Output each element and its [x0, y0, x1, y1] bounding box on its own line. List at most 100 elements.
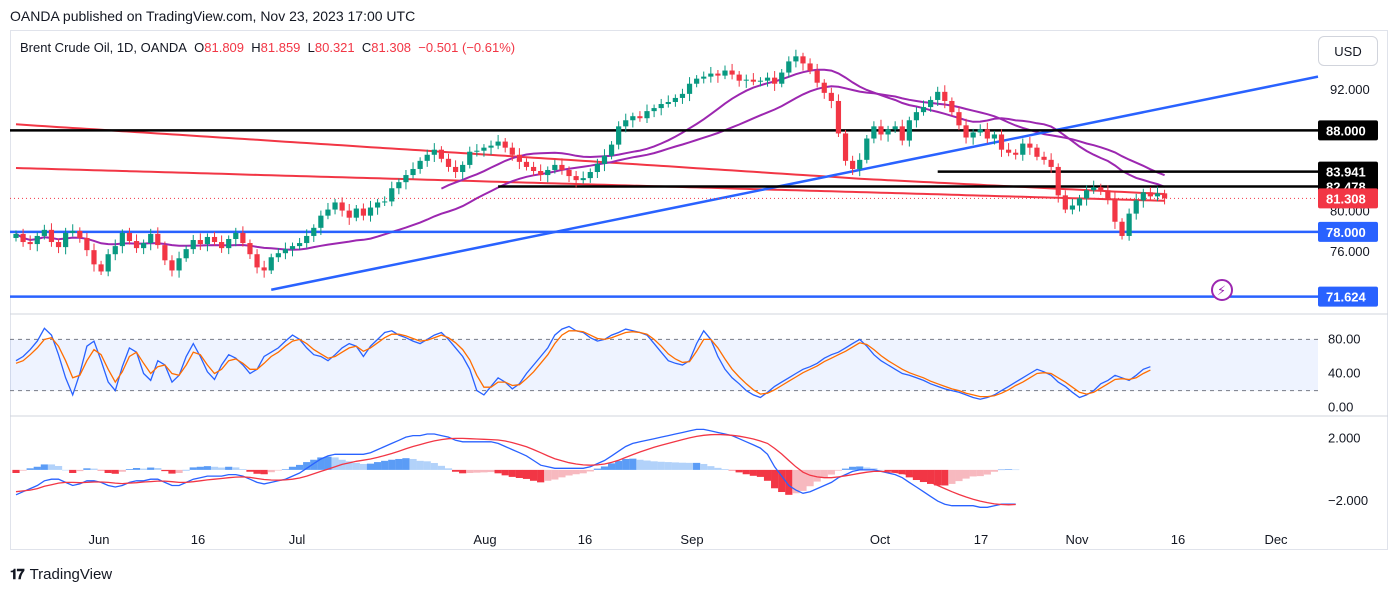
macd-histogram-bar — [267, 469, 275, 473]
candle-body — [410, 168, 416, 176]
macd-histogram-bar — [700, 463, 708, 470]
lightning-glyph: ⚡ — [1217, 284, 1226, 299]
candle-body — [495, 141, 501, 146]
candle-body — [105, 254, 111, 272]
candle-body — [1154, 193, 1161, 197]
macd-histogram-bar — [721, 469, 729, 470]
macd-histogram-bar — [487, 469, 495, 473]
macd-histogram-bar — [643, 460, 651, 470]
candle-body — [779, 72, 785, 84]
candle-body — [1027, 143, 1033, 148]
candle-body — [1006, 149, 1012, 153]
macd-histogram-bar — [565, 469, 573, 476]
macd-histogram-bar — [395, 458, 403, 470]
macd-histogram-bar — [33, 466, 41, 470]
macd-histogram-bar — [863, 467, 871, 470]
x-tick-label: 16 — [1171, 532, 1185, 547]
macd-histogram-bar — [558, 469, 566, 478]
candle-body — [842, 133, 849, 161]
last-price-tag-bg — [1318, 188, 1378, 209]
candle-body — [878, 126, 884, 135]
macd-histogram-bar — [274, 469, 282, 471]
x-tick-label: Jul — [289, 532, 306, 547]
x-tick-label: Jun — [89, 532, 110, 547]
currency-button[interactable]: USD — [1318, 36, 1378, 66]
macd-histogram-bar — [927, 469, 935, 484]
candle-body — [559, 164, 565, 170]
low-label: L — [307, 40, 315, 55]
macd-histogram-bar — [239, 469, 247, 470]
macd-histogram-bar — [841, 468, 850, 470]
x-tick-label: Sep — [680, 532, 703, 547]
macd-histogram-bar — [125, 469, 134, 470]
macd-histogram-bar — [529, 469, 538, 481]
x-tick-label: 16 — [191, 532, 205, 547]
candle-body — [743, 79, 749, 81]
macd-histogram-bar — [1012, 469, 1020, 471]
symbol-label[interactable]: Brent Crude Oil, 1D, OANDA — [20, 40, 187, 55]
candle-body — [1105, 190, 1111, 199]
macd-histogram-bar — [409, 458, 417, 470]
macd-histogram-bar — [189, 467, 197, 470]
level-tag: 83.941 — [1326, 165, 1366, 180]
macd-histogram-bar — [657, 461, 665, 470]
macd-histogram-bar — [480, 469, 488, 473]
ma-200-line — [15, 123, 1165, 195]
macd-histogram-bar — [317, 457, 325, 470]
candle-body — [949, 100, 955, 113]
macd-histogram-bar — [154, 468, 162, 470]
candle-body — [339, 202, 345, 211]
candle-body — [623, 120, 629, 127]
candle-body — [1098, 187, 1104, 191]
macd-histogram-bar — [544, 469, 552, 481]
candle-body — [77, 230, 83, 238]
macd-histogram-bar — [827, 469, 835, 475]
candle-body — [665, 101, 671, 105]
macd-histogram-bar — [813, 469, 821, 482]
candle-body — [786, 61, 792, 73]
macd-histogram-bar — [501, 469, 509, 476]
candle-body — [474, 150, 480, 152]
candle-body — [807, 63, 813, 71]
macd-histogram-bar — [997, 469, 1006, 471]
candle-body — [722, 70, 728, 76]
candle-body — [502, 141, 508, 148]
macd-histogram-bar — [919, 469, 928, 483]
candle-body — [268, 257, 274, 271]
candle-body — [523, 161, 530, 167]
candle-body — [240, 232, 246, 244]
x-tick-label: 16 — [578, 532, 592, 547]
level-tag-bg — [1318, 286, 1378, 307]
candle-body — [736, 74, 742, 81]
ohlc-legend: Brent Crude Oil, 1D, OANDA O81.809 H81.8… — [20, 40, 515, 55]
high-label: H — [251, 40, 261, 55]
candle-body — [155, 233, 161, 246]
candle-body — [1126, 213, 1132, 236]
candle-body — [573, 176, 579, 181]
brand-name: TradingView — [29, 566, 113, 583]
candle-body — [211, 236, 218, 243]
candle-body — [275, 253, 281, 258]
lightning-icon — [1211, 279, 1233, 301]
price-tick-label: 76.000 — [1330, 244, 1370, 259]
candle-body — [1048, 159, 1054, 167]
macd-histogram-bar — [132, 468, 141, 470]
candle-body — [1119, 221, 1125, 236]
x-tick-label: Dec — [1264, 532, 1288, 547]
candle-body — [70, 230, 76, 233]
macd-histogram-bar — [969, 469, 977, 477]
macd-line — [15, 433, 1016, 506]
macd-histogram-bar — [161, 469, 169, 472]
candle-body — [552, 164, 558, 170]
macd-histogram-bar — [664, 462, 672, 470]
candle-body — [935, 91, 941, 100]
candle-body — [452, 166, 459, 173]
macd-histogram-bar — [884, 469, 892, 472]
candle-body — [566, 169, 572, 177]
candle-body — [219, 242, 225, 249]
macd-histogram-bar — [990, 469, 999, 472]
candle-body — [871, 126, 877, 139]
tradingview-logo[interactable]: 𝟏𝟕 TradingView — [10, 566, 112, 583]
macd-histogram-bar — [97, 469, 105, 471]
